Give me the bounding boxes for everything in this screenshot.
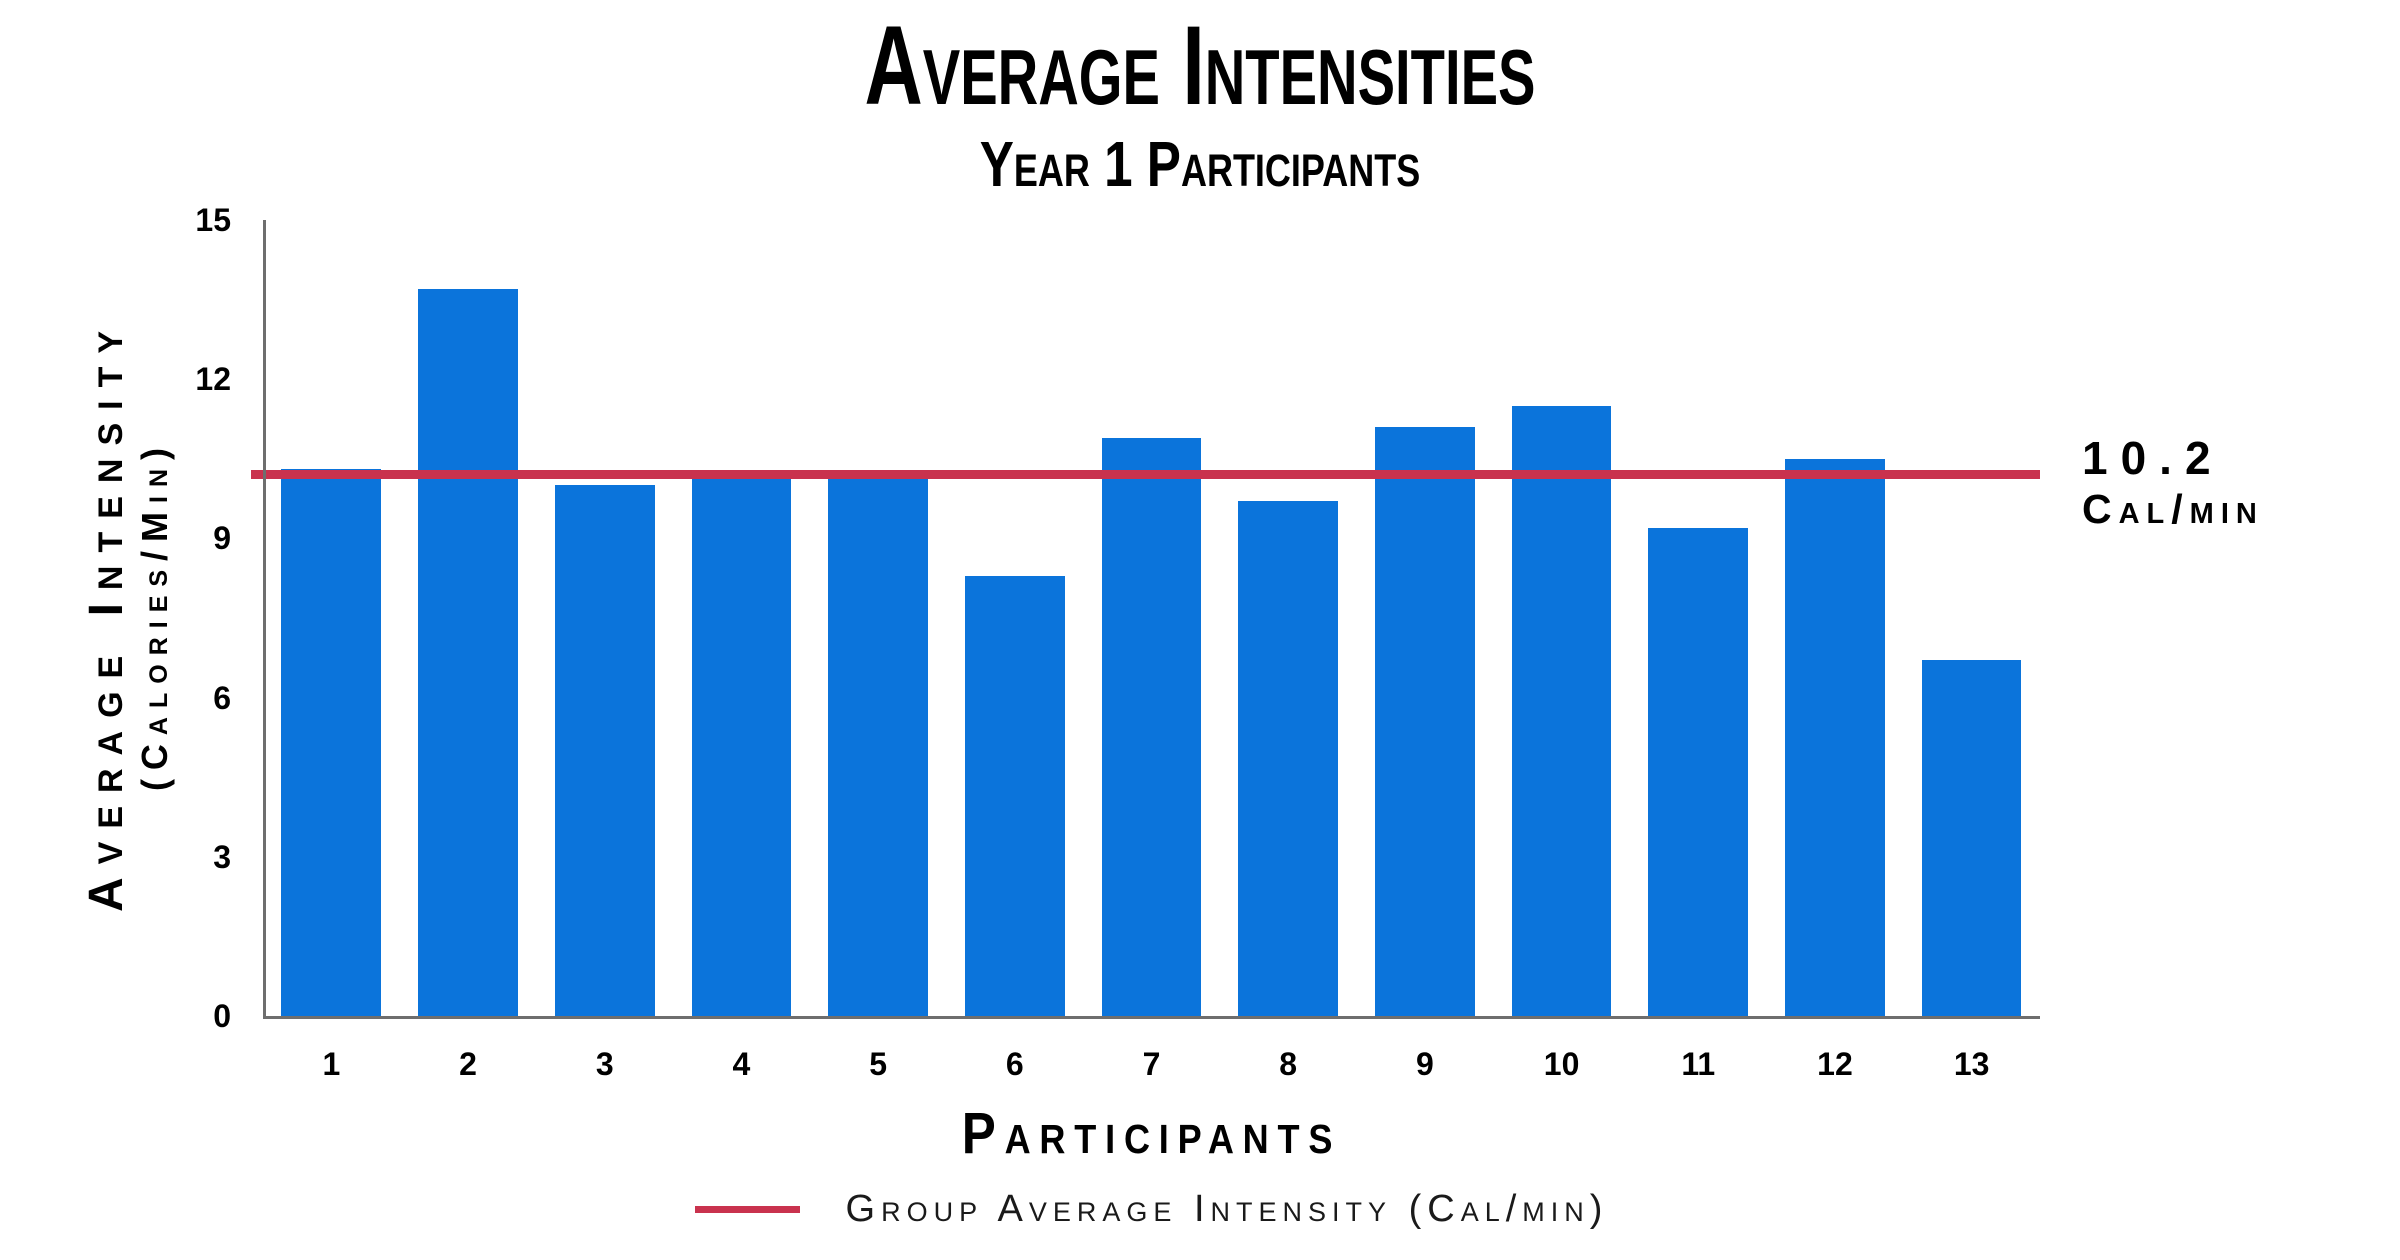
- average-annotation-unit: Cal/min: [2082, 485, 2264, 532]
- bar-slot-13: [1903, 220, 2040, 1016]
- bar-slot-10: [1493, 220, 1630, 1016]
- bar-participant-2: [418, 289, 518, 1016]
- x-tick-6: 6: [1005, 1046, 1024, 1082]
- legend: Group Average Intensity (Cal/min): [263, 1188, 2040, 1231]
- average-annotation-value: 10.2: [2082, 432, 2224, 484]
- y-tick-6: 6: [213, 679, 231, 716]
- bar-slot-5: [810, 220, 947, 1016]
- bar-slot-8: [1220, 220, 1357, 1016]
- bar-slot-2: [400, 220, 537, 1016]
- x-tick-8: 8: [1279, 1046, 1298, 1082]
- y-tick-12: 12: [195, 361, 231, 398]
- bar-participant-6: [964, 575, 1065, 1016]
- bar-participant-10: [1511, 405, 1612, 1016]
- bar-slot-12: [1767, 220, 1904, 1016]
- y-axis-line: [263, 220, 266, 1016]
- bar-slot-11: [1630, 220, 1767, 1016]
- x-tick-10: 10: [1543, 1046, 1580, 1082]
- x-tick-2: 2: [459, 1046, 477, 1082]
- group-average-line: [251, 470, 2040, 480]
- x-tick-labels: 1 2 3 4 5 6 7 8 9 10 11 12 13: [263, 1048, 2040, 1088]
- bar-slot-9: [1357, 220, 1494, 1016]
- x-tick-5: 5: [869, 1046, 888, 1082]
- chart-title: Average Intensities: [864, 3, 1536, 128]
- bar-participant-1: [281, 469, 382, 1016]
- bar-participant-9: [1374, 426, 1475, 1016]
- x-tick-7: 7: [1142, 1046, 1161, 1082]
- bar-participant-5: [828, 474, 928, 1016]
- bar-participant-7: [1101, 437, 1202, 1016]
- x-tick-9: 9: [1415, 1046, 1434, 1082]
- bar-slot-3: [536, 220, 673, 1016]
- bar-participant-8: [1238, 501, 1339, 1016]
- legend-line-swatch: [694, 1206, 800, 1213]
- bar-participant-12: [1785, 458, 1885, 1016]
- x-tick-3: 3: [595, 1046, 614, 1082]
- y-tick-0: 0: [213, 998, 231, 1034]
- y-tick-9: 9: [213, 520, 231, 557]
- x-tick-4: 4: [732, 1046, 751, 1082]
- x-axis-line: [263, 1016, 2040, 1019]
- x-axis-title: Participants: [961, 1101, 1342, 1166]
- y-tick-labels: 0 3 6 9 12 15: [135, 204, 245, 1032]
- bar-participant-13: [1921, 660, 2022, 1016]
- bars-container: [263, 220, 2040, 1016]
- chart-subtitle: Year 1 Participants: [979, 128, 1421, 200]
- bar-participant-3: [554, 485, 655, 1016]
- y-tick-15: 15: [195, 202, 231, 238]
- plot-area: [251, 220, 2040, 1019]
- bar-slot-6: [946, 220, 1083, 1016]
- bar-participant-4: [691, 474, 792, 1016]
- bar-slot-1: [263, 220, 400, 1016]
- x-tick-12: 12: [1817, 1046, 1853, 1082]
- bar-slot-7: [1083, 220, 1220, 1016]
- x-tick-13: 13: [1953, 1046, 1990, 1082]
- x-tick-11: 11: [1681, 1046, 1716, 1082]
- y-axis-title-line1: Average Intensity: [79, 317, 133, 913]
- bar-participant-11: [1648, 527, 1749, 1016]
- y-tick-3: 3: [213, 838, 231, 875]
- legend-label: Group Average Intensity (Cal/min): [845, 1188, 1609, 1230]
- bar-slot-4: [673, 220, 810, 1016]
- x-tick-1: 1: [322, 1046, 341, 1082]
- average-annotation: 10.2 Cal/min: [2082, 432, 2264, 534]
